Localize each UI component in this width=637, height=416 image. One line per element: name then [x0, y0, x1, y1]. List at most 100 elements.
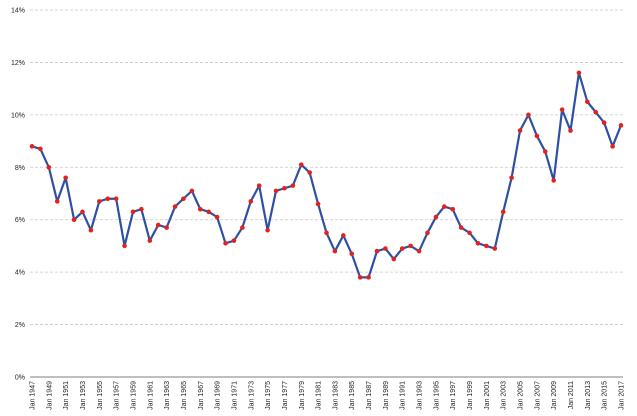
data-point — [172, 204, 178, 209]
data-point — [458, 225, 464, 230]
x-tick-label: Jan 1993 — [417, 381, 424, 410]
data-point — [63, 175, 68, 181]
data-point — [105, 196, 111, 202]
x-tick-label: Jan 1991 — [400, 381, 407, 410]
x-tick-label: Jan 1979 — [299, 381, 306, 410]
data-point — [139, 206, 144, 212]
data-point — [38, 146, 43, 152]
x-tick-label: Jan 1977 — [282, 381, 289, 410]
x-tick-label: Jan 1997 — [450, 381, 457, 410]
x-tick-label: Jan 1969 — [215, 381, 222, 410]
data-point — [517, 128, 523, 133]
data-point — [97, 199, 102, 204]
x-tick-label: Jan 1973 — [248, 381, 255, 410]
data-point — [484, 243, 489, 249]
x-tick-label: Jan 2011 — [568, 381, 575, 409]
y-tick-label: 0% — [15, 375, 25, 382]
data-point — [509, 175, 514, 181]
x-tick-label: Jan 2017 — [619, 381, 626, 410]
y-tick-label: 2% — [15, 322, 25, 329]
x-tick-label: Jan 1985 — [349, 381, 356, 410]
data-point — [500, 209, 506, 215]
data-point — [433, 214, 439, 220]
x-tick-label: Jan 1981 — [316, 381, 323, 410]
data-point — [357, 275, 363, 280]
y-tick-label: 8% — [15, 165, 25, 172]
data-point — [155, 222, 161, 228]
data-markers — [29, 70, 624, 280]
data-point — [265, 227, 270, 233]
data-point — [240, 225, 245, 230]
x-tick-label: Jan 1961 — [147, 381, 154, 410]
data-point — [130, 209, 136, 215]
y-tick-label: 10% — [11, 112, 25, 119]
data-point — [450, 206, 456, 212]
data-point — [298, 162, 304, 167]
data-point — [416, 248, 422, 254]
data-point — [492, 246, 498, 251]
y-tick-label: 14% — [11, 8, 25, 15]
x-tick-label: Jan 1971 — [231, 381, 238, 410]
x-tick-label: Jan 1957 — [114, 381, 121, 410]
data-point — [610, 144, 615, 149]
data-point — [223, 241, 228, 246]
x-tick-label: Jan 1975 — [265, 381, 272, 410]
x-tick-label: Jan 1963 — [164, 381, 171, 410]
x-axis-labels: Jan 1947 Jan 1949 Jan 1951 Jan 1953 Jan 1955… — [30, 381, 626, 410]
data-point — [442, 204, 447, 209]
x-tick-label: Jan 2003 — [501, 381, 508, 410]
series-line — [31, 71, 623, 279]
data-point — [399, 246, 405, 251]
x-tick-label: Jan 1999 — [467, 381, 474, 410]
data-point — [559, 107, 565, 112]
x-tick-label: Jan 1955 — [97, 381, 104, 410]
x-tick-label: Jan 2013 — [585, 381, 592, 410]
data-point — [475, 241, 481, 246]
x-tick-label: Jan 1987 — [366, 381, 373, 410]
x-tick-label: Jan 1965 — [181, 381, 188, 410]
data-point — [593, 109, 599, 115]
data-point — [290, 183, 296, 188]
data-point — [349, 251, 355, 257]
x-tick-label: Jan 2009 — [551, 381, 558, 410]
data-point — [80, 209, 85, 215]
x-tick-label: Jan 2015 — [602, 381, 609, 410]
x-tick-label: Jan 2007 — [534, 381, 541, 410]
data-point — [332, 248, 338, 254]
data-point — [54, 199, 60, 204]
data-point — [71, 217, 77, 223]
data-point — [248, 199, 254, 204]
x-tick-label: Jan 1995 — [433, 381, 440, 410]
x-tick-label: Jan 1947 — [30, 381, 37, 410]
data-point — [374, 248, 380, 254]
y-tick-label: 6% — [15, 217, 25, 224]
data-point — [214, 214, 220, 220]
data-point — [534, 133, 540, 139]
x-tick-label: Jan 2001 — [484, 381, 491, 410]
data-point — [282, 185, 287, 191]
data-point — [29, 144, 35, 149]
grid — [30, 9, 623, 325]
data-point — [585, 99, 590, 105]
data-point — [618, 123, 624, 128]
data-point — [231, 238, 237, 243]
x-tick-label: Jan 1959 — [130, 381, 137, 410]
x-tick-label: Jan 1983 — [332, 381, 339, 410]
data-point — [324, 230, 329, 236]
data-point — [113, 196, 119, 202]
data-point — [408, 243, 413, 249]
data-point — [601, 120, 607, 126]
data-point — [197, 206, 203, 212]
data-point — [189, 188, 195, 194]
x-tick-label: Jan 1967 — [198, 381, 205, 410]
data-point — [568, 128, 573, 133]
data-point — [391, 256, 397, 262]
x-tick-label: Jan 1953 — [80, 381, 87, 410]
y-tick-label: 4% — [15, 270, 25, 277]
data-point — [467, 230, 472, 236]
data-point — [147, 238, 153, 243]
data-point — [88, 227, 94, 233]
data-point — [315, 201, 321, 207]
data-point — [46, 164, 52, 170]
